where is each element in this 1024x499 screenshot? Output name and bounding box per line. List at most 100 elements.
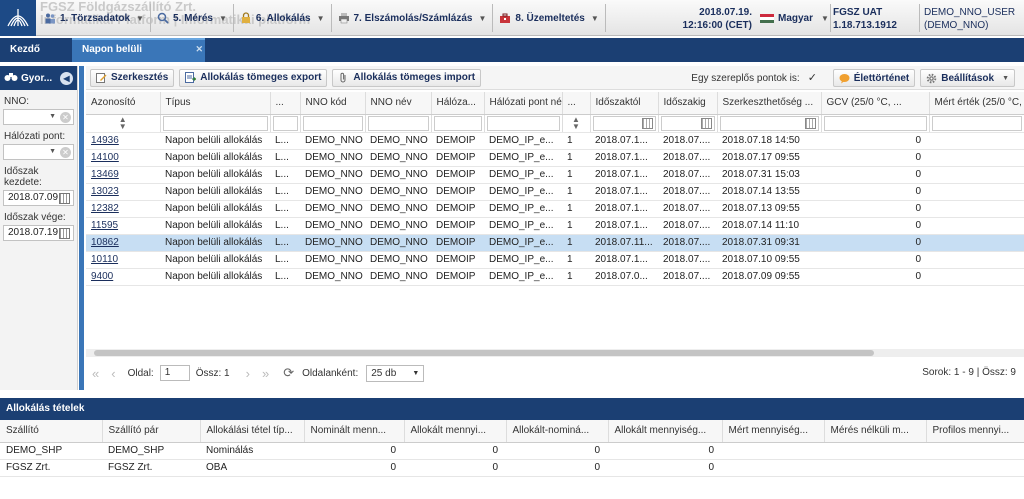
column-header[interactable]: Allokált-nominá...	[506, 420, 609, 443]
column-filter-input[interactable]	[931, 115, 1022, 131]
last-page-icon[interactable]: »	[261, 365, 270, 381]
row-id-link[interactable]: 13469	[91, 169, 119, 180]
refresh-icon[interactable]: ⟳	[283, 365, 295, 380]
row-id-link[interactable]: 14936	[91, 135, 119, 146]
menu-meres[interactable]: 5. Mérés ▼	[153, 0, 231, 36]
column-header[interactable]: Mérés nélküli m...	[824, 420, 927, 443]
tab-home[interactable]: Kezdő oldal	[10, 44, 40, 79]
column-filter-input[interactable]	[367, 115, 429, 131]
edit-button[interactable]: Szerkesztés	[90, 68, 175, 87]
calendar-icon[interactable]	[59, 228, 70, 239]
first-page-icon[interactable]: «	[92, 365, 100, 381]
row-id-link[interactable]: 11595	[91, 220, 119, 231]
column-filter-input[interactable]	[823, 115, 927, 131]
row-id-link[interactable]: 9400	[91, 271, 114, 282]
period-end-input[interactable]: 2018.07.19	[3, 225, 74, 241]
tab-intraday-allocations[interactable]: Napon belüli allokálások ✕	[72, 38, 205, 75]
table-row[interactable]: 14100 Napon belüli allokálás L... DEMO_NNO D…	[86, 149, 1024, 167]
next-page-icon[interactable]: ›	[245, 365, 250, 381]
table-row[interactable]: 10862 Napon belüli allokálás L... DEMO_NNO D…	[86, 234, 1024, 252]
column-header[interactable]: Nominált menn...	[304, 420, 405, 443]
mass-import-button[interactable]: Allokálás tömeges import	[332, 68, 482, 87]
column-header[interactable]: GCV (25/0 °C, ...	[821, 92, 930, 115]
table-cell: 14100	[86, 149, 160, 167]
menu-allokalas[interactable]: 6. Allokálás ▼	[236, 0, 329, 36]
column-filter-input[interactable]	[302, 115, 363, 131]
column-filter-input[interactable]	[660, 115, 715, 131]
column-header[interactable]: Típus	[160, 92, 271, 115]
column-header[interactable]: Szállító	[0, 420, 103, 443]
table-row[interactable]: 11595 Napon belüli allokálás L... DEMO_NNO D…	[86, 217, 1024, 235]
clear-icon[interactable]: ✕	[60, 147, 71, 158]
table-cell	[929, 217, 1024, 235]
column-filter-input[interactable]	[162, 115, 268, 131]
column-filter-input[interactable]	[433, 115, 482, 131]
scrollbar-thumb[interactable]	[94, 350, 874, 356]
sort-icon[interactable]: ▲ ▼	[118, 115, 127, 131]
menu-torzsadatok[interactable]: 1. Törzsadatok ▼	[40, 0, 148, 36]
column-header[interactable]: Allokálási tétel típ...	[200, 420, 305, 443]
close-icon[interactable]: ✕	[195, 44, 203, 54]
column-filter-input[interactable]	[592, 115, 656, 131]
column-header[interactable]: Időszakig	[658, 92, 718, 115]
per-page-select[interactable]: 25 db ▼	[366, 364, 425, 382]
calendar-icon[interactable]	[700, 117, 712, 129]
column-header[interactable]: Hálóza...	[431, 92, 485, 115]
column-header[interactable]: Mért mennyiség...	[722, 420, 825, 443]
table-row[interactable]: 10110 Napon belüli allokálás L... DEMO_NNO D…	[86, 251, 1024, 269]
row-id-link[interactable]: 12382	[91, 203, 119, 214]
horizontal-scrollbar[interactable]	[86, 349, 1024, 357]
table-cell: L...	[270, 149, 300, 167]
calendar-icon[interactable]	[59, 193, 70, 204]
column-header[interactable]: Időszaktól	[590, 92, 659, 115]
column-header[interactable]: Profilos mennyi...	[926, 420, 1024, 443]
row-id-link[interactable]: 10862	[91, 237, 119, 248]
table-row[interactable]: 14936 Napon belüli allokálás L... DEMO_NNO D…	[86, 132, 1024, 150]
single-actor-checkbox[interactable]: ✓	[807, 71, 817, 84]
column-header[interactable]: Hálózati pont né...	[484, 92, 563, 115]
column-header[interactable]: NNO kód	[300, 92, 366, 115]
period-start-input[interactable]: 2018.07.09	[3, 190, 74, 206]
column-header[interactable]: Szerkeszthetőség ...	[717, 92, 822, 115]
nno-select[interactable]: ▼ ✕	[3, 109, 74, 125]
clear-icon[interactable]: ✕	[60, 112, 71, 123]
table-row[interactable]: 12382 Napon belüli allokálás L... DEMO_NNO D…	[86, 200, 1024, 218]
table-cell: DEMO_NNO	[300, 200, 365, 218]
table-row[interactable]: DEMO_SHP DEMO_SHP Nominálás 0 0 0 0	[0, 442, 1024, 460]
column-header[interactable]: Szállító pár	[102, 420, 201, 443]
user-menu[interactable]: DEMO_NNO_USER (DEMO_NNO)	[924, 6, 1024, 32]
language-selector[interactable]: Magyar ▼	[760, 13, 829, 24]
menu-elszamolas[interactable]: 7. Elszámolás/Számlázás ▼	[334, 0, 491, 36]
table-row[interactable]: FGSZ Zrt. FGSZ Zrt. OBA 0 0 0 0	[0, 459, 1024, 477]
table-row[interactable]: 13023 Napon belüli allokálás L... DEMO_NNO D…	[86, 183, 1024, 201]
prev-page-icon[interactable]: ‹	[111, 365, 116, 381]
table-cell: 2018.07.1...	[590, 149, 658, 167]
panel-splitter[interactable]	[79, 66, 84, 390]
column-filter-input[interactable]	[719, 115, 819, 131]
column-header[interactable]: Allokált mennyi...	[404, 420, 507, 443]
column-header[interactable]: NNO név	[365, 92, 432, 115]
row-id-link[interactable]: 14100	[91, 152, 119, 163]
column-header[interactable]: ...	[270, 92, 301, 115]
settings-button[interactable]: Beállítások ▼	[920, 69, 1015, 87]
collapse-left-icon[interactable]: ◀	[60, 71, 73, 85]
calendar-icon[interactable]	[641, 117, 653, 129]
network-point-select[interactable]: ▼ ✕	[3, 144, 74, 160]
company-logo[interactable]	[0, 0, 36, 36]
table-row[interactable]: 13469 Napon belüli allokálás L... DEMO_NNO D…	[86, 166, 1024, 184]
history-button[interactable]: Élettörténet	[832, 69, 916, 87]
page-input[interactable]: 1	[159, 365, 190, 381]
mass-export-button[interactable]: Allokálás tömeges export	[179, 68, 328, 87]
menu-uzemeltetes[interactable]: 8. Üzemeltetés ▼	[495, 0, 602, 36]
sort-icon[interactable]: ▲ ▼	[572, 115, 580, 131]
column-filter-input[interactable]	[272, 115, 298, 131]
row-id-link[interactable]: 13023	[91, 186, 119, 197]
column-filter-input[interactable]	[486, 115, 560, 131]
column-header[interactable]: Mért érték (25/0 °C, ...	[929, 92, 1024, 115]
column-header[interactable]: Allokált mennyiség...	[608, 420, 723, 443]
column-header[interactable]: ...	[562, 92, 591, 115]
table-row[interactable]: 9400 Napon belüli allokálás L... DEMO_NNO DE…	[86, 268, 1024, 286]
column-header[interactable]: Azonosító	[86, 92, 161, 115]
calendar-icon[interactable]	[804, 117, 816, 129]
row-id-link[interactable]: 10110	[91, 254, 119, 265]
